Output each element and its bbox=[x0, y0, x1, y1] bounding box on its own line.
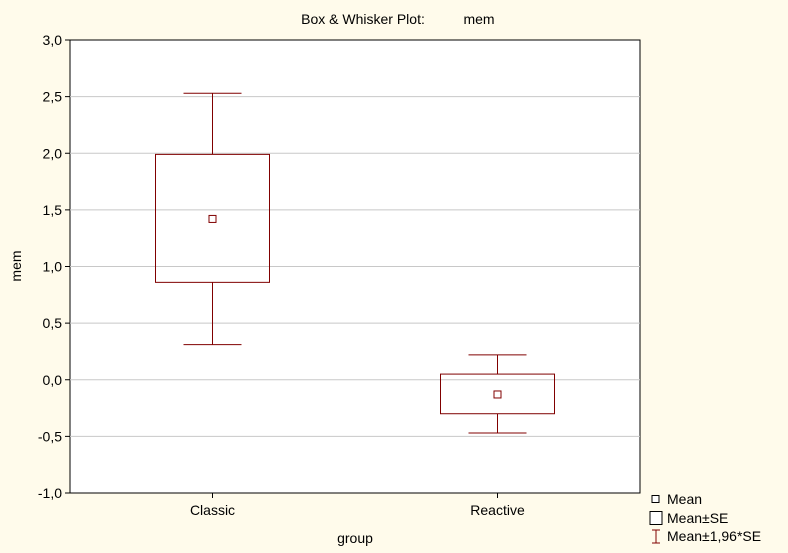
legend-label: Mean bbox=[667, 491, 702, 507]
mean-marker bbox=[493, 390, 502, 399]
y-tick-label: 1,5 bbox=[43, 202, 63, 218]
legend-label: Mean±SE bbox=[667, 510, 728, 526]
y-tick-label: 0,5 bbox=[43, 315, 63, 331]
chart-title-variable: mem bbox=[463, 11, 494, 27]
y-tick-label: -1,0 bbox=[38, 485, 62, 501]
box-classic bbox=[155, 92, 270, 346]
legend: Mean Mean±SE Mean±1,96*SE bbox=[649, 491, 761, 544]
se-box bbox=[440, 373, 555, 415]
se-box bbox=[155, 153, 270, 283]
boxes bbox=[155, 92, 555, 434]
legend-item: Mean±1,96*SE bbox=[652, 528, 761, 544]
legend-mean-swatch bbox=[651, 495, 660, 503]
x-tick-label: Reactive bbox=[470, 502, 525, 518]
x-axis-label: group bbox=[337, 530, 373, 546]
y-tick-label: 0,0 bbox=[43, 372, 63, 388]
legend-se-swatch bbox=[649, 511, 663, 525]
y-tick-label: 1,0 bbox=[43, 259, 63, 275]
y-tick-label: 2,0 bbox=[43, 145, 63, 161]
legend-label: Mean±1,96*SE bbox=[667, 528, 761, 544]
x-axis-ticks: Classic Reactive bbox=[190, 493, 525, 518]
box-reactive bbox=[440, 354, 555, 434]
y-tick-label: 2,5 bbox=[43, 89, 63, 105]
y-axis-ticks: -1,0 -0,5 0,0 0,5 1,0 1,5 2,0 2,5 3,0 bbox=[38, 32, 70, 501]
x-tick-label: Classic bbox=[190, 502, 235, 518]
y-tick-label: -0,5 bbox=[38, 428, 62, 444]
legend-item: Mean±SE bbox=[649, 510, 728, 526]
mean-marker bbox=[208, 214, 217, 223]
chart-title: Box & Whisker Plot: bbox=[301, 11, 425, 27]
legend-item: Mean bbox=[651, 491, 702, 507]
gridlines bbox=[70, 96, 640, 437]
y-axis-label: mem bbox=[8, 250, 24, 281]
y-tick-label: 3,0 bbox=[43, 32, 63, 48]
